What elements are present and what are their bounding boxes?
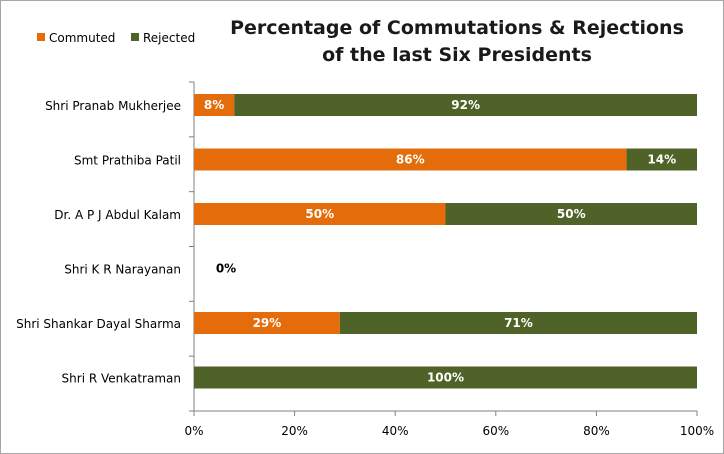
data-label-commuted: 29%	[253, 316, 282, 330]
chart-title: Percentage of Commutations & Rejections o…	[230, 17, 684, 66]
chart-title-line: of the last Six Presidents	[322, 44, 592, 66]
data-label-rejected: 71%	[504, 316, 533, 330]
category-label: Shri R Venkatraman	[62, 372, 181, 386]
bar-commuted	[194, 148, 627, 171]
data-label-rejected: 50%	[557, 207, 586, 221]
legend: Commuted Rejected	[37, 31, 195, 45]
category-label: Shri K R Narayanan	[64, 263, 181, 277]
chart-title-line: Percentage of Commutations & Rejections	[230, 17, 684, 39]
bar-commuted	[194, 203, 446, 225]
category-label: Shri Shankar Dayal Sharma	[16, 317, 181, 331]
bar-rejected	[234, 94, 698, 116]
legend-swatch-commuted	[37, 33, 45, 41]
axes: 0% 20% 40% 60% 80% 100% Shri Pranab Mukherjee S…	[16, 81, 714, 438]
legend-label-commuted: Commuted	[49, 31, 115, 45]
bars	[194, 94, 698, 389]
category-label: Dr. A P J Abdul Kalam	[54, 208, 181, 222]
data-label-commuted: 0%	[216, 262, 236, 276]
bar-rejected	[194, 366, 697, 389]
data-label-rejected: 100%	[427, 371, 464, 385]
data-labels: 8% 92% 86% 14% 50% 50% 0% 29% 71% 100%	[204, 98, 676, 385]
category-label: Smt Prathiba Patil	[74, 154, 181, 168]
bar-rejected	[445, 203, 697, 225]
x-tick-label: 60%	[482, 424, 509, 438]
legend-label-rejected: Rejected	[143, 31, 195, 45]
bar-rejected	[626, 148, 697, 171]
x-tick-label: 40%	[382, 424, 409, 438]
x-tick-label: 100%	[680, 424, 714, 438]
bar-commuted	[194, 94, 235, 116]
data-label-rejected: 14%	[647, 153, 676, 167]
x-tick-label: 0%	[184, 424, 203, 438]
data-label-commuted: 50%	[305, 207, 334, 221]
legend-swatch-rejected	[131, 33, 139, 41]
bar-commuted	[194, 312, 340, 334]
data-label-rejected: 92%	[451, 98, 480, 112]
data-label-commuted: 86%	[396, 153, 425, 167]
data-label-commuted: 8%	[204, 98, 224, 112]
x-tick-label: 80%	[583, 424, 610, 438]
x-tick-label: 20%	[281, 424, 308, 438]
category-label: Shri Pranab Mukherjee	[45, 99, 181, 113]
bar-rejected	[339, 312, 697, 334]
